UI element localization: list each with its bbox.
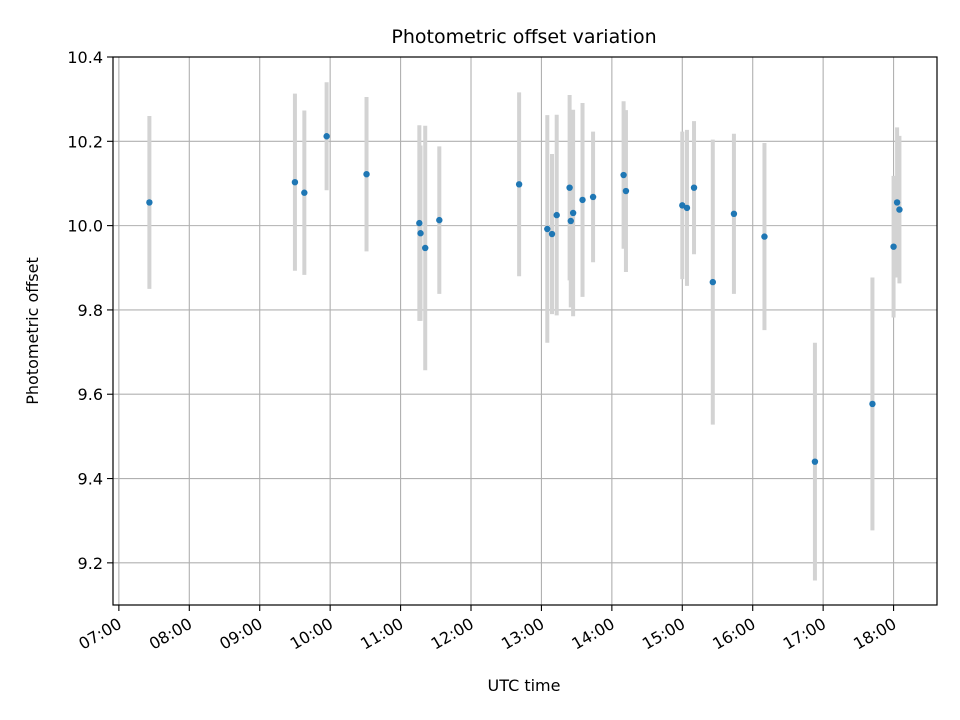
y-tick-label: 10.2	[67, 132, 103, 151]
data-point	[146, 199, 153, 206]
x-tick-label: 16:00	[709, 614, 758, 654]
data-point	[291, 178, 299, 186]
data-point	[893, 199, 901, 206]
data-point	[416, 219, 423, 227]
chart-title: Photometric offset variation	[391, 26, 656, 48]
data-point	[569, 209, 577, 217]
data-point	[417, 230, 424, 237]
x-axis-label: UTC time	[488, 676, 561, 695]
error-bars	[147, 82, 902, 581]
data-point	[301, 189, 308, 196]
x-tick-label: 13:00	[498, 614, 547, 654]
data-point	[323, 133, 330, 140]
data-point	[436, 216, 443, 224]
data-point	[515, 181, 523, 188]
data-point	[761, 233, 768, 240]
data-point	[869, 400, 876, 408]
y-tick-label: 9.4	[78, 470, 103, 489]
x-tick-label: 07:00	[75, 614, 124, 654]
y-axis-label: Photometric offset	[23, 257, 42, 405]
data-point	[622, 187, 630, 195]
x-tick-label: 09:00	[216, 614, 265, 654]
data-point	[422, 244, 429, 252]
data-point	[896, 206, 903, 213]
data-point	[690, 184, 698, 191]
data-point	[811, 458, 819, 465]
x-tick-label: 17:00	[780, 614, 829, 654]
grid	[113, 56, 937, 605]
data-point	[890, 243, 897, 250]
data-point	[679, 202, 686, 209]
data-points	[146, 133, 903, 465]
data-point	[544, 225, 551, 233]
data-point	[566, 184, 573, 191]
y-tick-label: 10.0	[67, 217, 103, 236]
x-tick-label: 18:00	[850, 614, 899, 654]
data-point	[589, 193, 597, 201]
data-point	[683, 204, 691, 212]
y-tick-label: 9.6	[78, 385, 103, 404]
data-point	[548, 230, 556, 238]
x-tick-label: 14:00	[568, 614, 617, 654]
data-point	[709, 278, 717, 286]
data-point	[363, 170, 370, 178]
data-point	[620, 171, 627, 179]
x-tick-label: 12:00	[428, 614, 477, 654]
y-tick-label: 10.4	[67, 48, 103, 67]
plot-area	[112, 56, 938, 606]
data-point	[579, 196, 586, 204]
x-tick-label: 08:00	[146, 614, 195, 654]
data-point	[567, 217, 574, 225]
x-tick-label: 15:00	[639, 614, 688, 654]
x-tick-label: 11:00	[357, 614, 406, 654]
x-tick-label: 10:00	[287, 614, 336, 654]
y-tick-label: 9.8	[78, 301, 103, 320]
y-tick-label: 9.2	[78, 554, 103, 573]
data-point	[553, 211, 560, 219]
data-point	[730, 210, 738, 218]
